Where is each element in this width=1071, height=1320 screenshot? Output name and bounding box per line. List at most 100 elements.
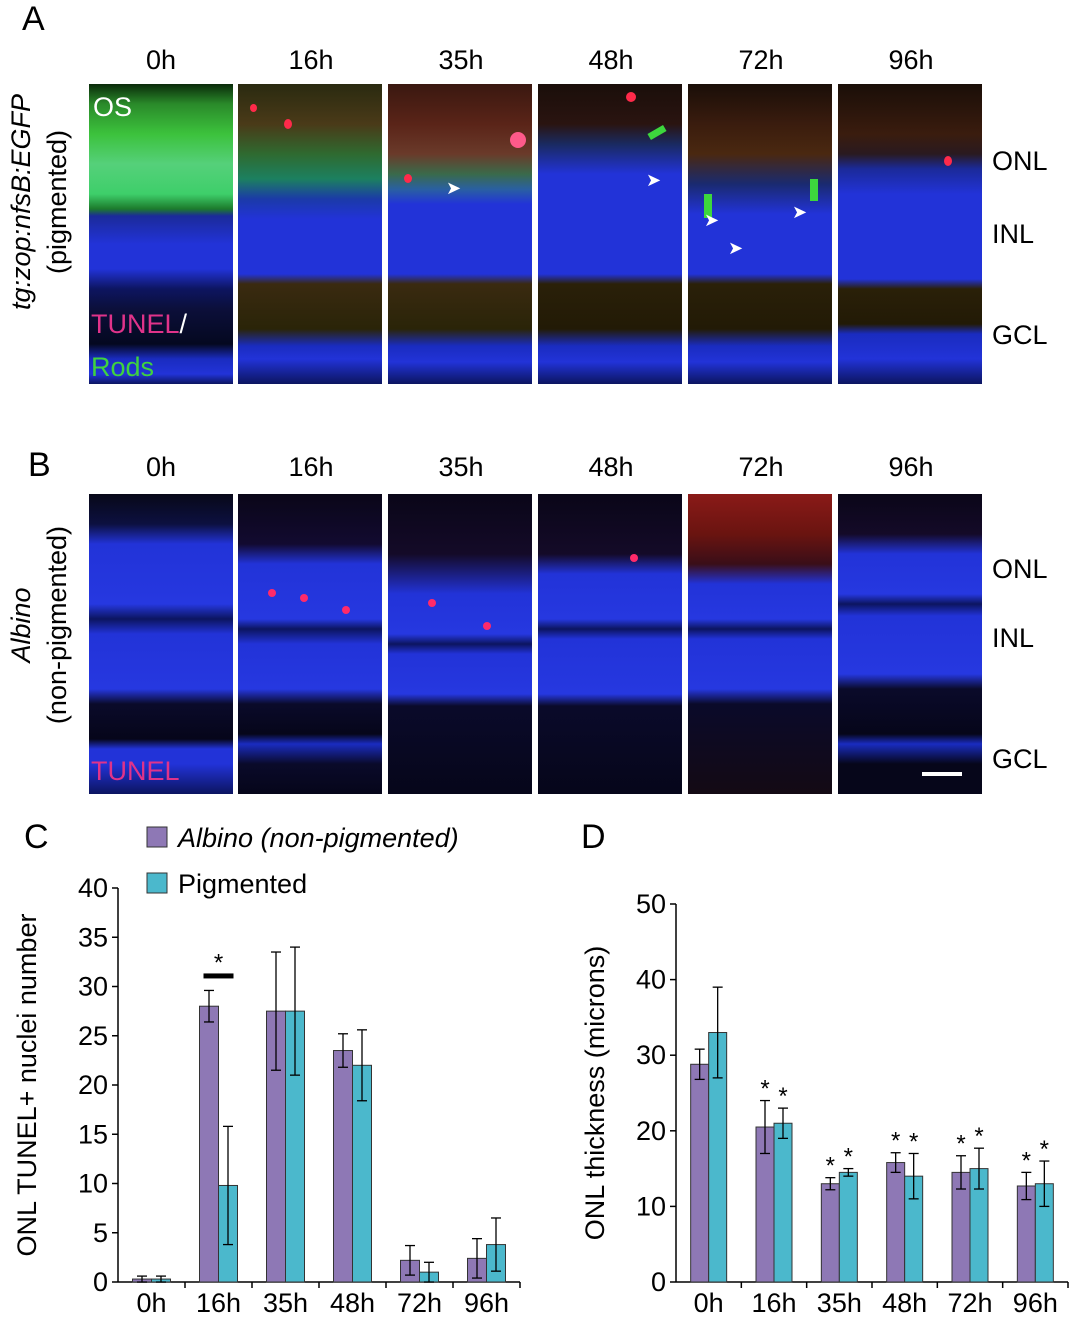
bar-albino-96h xyxy=(1016,1185,1036,1283)
arrowhead-icon: ➤ xyxy=(446,178,462,198)
significance-star: * xyxy=(1022,1147,1031,1174)
arrowhead-icon: ➤ xyxy=(704,210,720,230)
layer-label-gcl-b: GCL xyxy=(992,744,1048,774)
stain-separator: / xyxy=(179,309,188,339)
rod-cell xyxy=(810,179,818,201)
x-tick-label: 0h xyxy=(136,1288,166,1318)
layer-label-gcl-a: GCL xyxy=(992,320,1048,350)
y-tick-label: 35 xyxy=(78,922,108,952)
significance-star: * xyxy=(214,949,223,976)
micrograph-b-16h xyxy=(238,494,382,794)
tunel-nucleus xyxy=(626,92,636,102)
micrograph-a-0h: OS TUNEL/ Rods xyxy=(89,84,233,384)
micrograph-a-48h: ➤ xyxy=(538,84,682,384)
significance-star: * xyxy=(760,1076,769,1103)
significance-star: * xyxy=(891,1128,900,1155)
micrograph-b-96h xyxy=(838,494,982,794)
panelA-time-label-48h: 48h xyxy=(588,45,634,75)
y-tick-label: 30 xyxy=(78,972,108,1002)
rods-stain-label: Rods xyxy=(91,352,155,382)
x-tick-label: 72h xyxy=(947,1288,992,1318)
panelB-time-label-35h: 35h xyxy=(438,452,484,482)
tunel-nucleus xyxy=(630,554,638,562)
layer-label-onl-b: ONL xyxy=(992,554,1048,584)
panelA-time-label-16h: 16h xyxy=(288,45,334,75)
y-tick-label: 10 xyxy=(636,1191,666,1221)
panelB-time-label-96h: 96h xyxy=(888,452,934,482)
significance-star: * xyxy=(909,1128,918,1155)
os-label: OS xyxy=(93,92,133,122)
significance-star: * xyxy=(844,1144,853,1171)
panel-b-letter: B xyxy=(28,446,51,484)
tunel-nucleus xyxy=(250,104,257,112)
y-tick-label: 10 xyxy=(78,1169,108,1199)
x-tick-label: 35h xyxy=(263,1288,308,1318)
x-tick-label: 96h xyxy=(464,1288,509,1318)
tunel-nucleus xyxy=(342,606,350,614)
micrograph-a-35h: ➤ xyxy=(388,84,532,384)
significance-star: * xyxy=(778,1083,787,1110)
panel-d-letter: D xyxy=(581,818,606,856)
significance-star: * xyxy=(974,1123,983,1150)
y-tick-label: 0 xyxy=(651,1267,666,1297)
y-tick-label: 15 xyxy=(78,1119,108,1149)
layer-label-inl-a: INL xyxy=(992,219,1035,249)
x-tick-label: 0h xyxy=(694,1288,724,1318)
tunel-nucleus xyxy=(428,599,436,607)
y-tick-label: 25 xyxy=(78,1021,108,1051)
x-tick-label: 16h xyxy=(751,1288,796,1318)
panelA-time-label-0h: 0h xyxy=(145,45,177,75)
significance-star: * xyxy=(956,1131,965,1158)
tunel-stain-label-b: TUNEL xyxy=(91,756,180,786)
panel-c-letter: C xyxy=(24,818,49,856)
panelB-time-label-16h: 16h xyxy=(288,452,334,482)
tunel-nucleus xyxy=(483,622,491,630)
tunel-nucleus xyxy=(404,174,412,183)
panelB-time-label-72h: 72h xyxy=(738,452,784,482)
panelA-time-label-72h: 72h xyxy=(738,45,784,75)
y-axis-title: ONL TUNEL+ nuclei number xyxy=(12,914,42,1257)
x-tick-label: 16h xyxy=(196,1288,241,1318)
y-tick-label: 40 xyxy=(636,965,666,995)
tunel-nucleus xyxy=(284,119,292,129)
significance-star: * xyxy=(1040,1136,1049,1163)
y-tick-label: 20 xyxy=(78,1070,108,1100)
arrowhead-icon: ➤ xyxy=(792,202,808,222)
micrograph-b-0h: TUNEL xyxy=(89,494,233,794)
y-tick-label: 40 xyxy=(78,873,108,903)
y-tick-label: 50 xyxy=(636,889,666,919)
x-tick-label: 35h xyxy=(817,1288,862,1318)
legend-label-albino: Albino (non-pigmented) xyxy=(176,823,459,853)
micrograph-a-72h: ➤ ➤ ➤ xyxy=(688,84,832,384)
panelA-time-label-96h: 96h xyxy=(888,45,934,75)
x-tick-label: 48h xyxy=(330,1288,375,1318)
y-tick-label: 0 xyxy=(93,1267,108,1297)
layer-label-onl-a: ONL xyxy=(992,146,1048,176)
tunel-stain-label-a: TUNEL/ xyxy=(91,309,187,340)
micrograph-a-96h xyxy=(838,84,982,384)
rod-cell xyxy=(704,194,712,218)
x-tick-label: 72h xyxy=(397,1288,442,1318)
legend-label-pigmented: Pigmented xyxy=(178,869,307,899)
significance-star: * xyxy=(826,1153,835,1180)
arrowhead-icon: ➤ xyxy=(646,170,662,190)
y-tick-label: 5 xyxy=(93,1218,108,1248)
significance-bracket xyxy=(203,973,234,979)
micrograph-b-35h xyxy=(388,494,532,794)
x-tick-label: 48h xyxy=(882,1288,927,1318)
y-axis-title: ONL thickness (microns) xyxy=(580,946,610,1241)
x-tick-label: 96h xyxy=(1013,1288,1058,1318)
bar-albino-48h xyxy=(886,1162,906,1283)
bar-pigmented-16h xyxy=(773,1122,793,1283)
bar-albino-35h xyxy=(820,1183,840,1283)
bar-albino-48h xyxy=(333,1050,353,1283)
panelB-time-label-48h: 48h xyxy=(588,452,634,482)
tunel-nucleus xyxy=(300,594,308,602)
legend-swatch-albino xyxy=(146,826,168,848)
micrograph-b-48h xyxy=(538,494,682,794)
panel-a-letter: A xyxy=(22,0,45,38)
bar-albino-16h xyxy=(199,1005,219,1283)
y-tick-label: 20 xyxy=(636,1116,666,1146)
legend-swatch-pigmented xyxy=(146,872,168,894)
